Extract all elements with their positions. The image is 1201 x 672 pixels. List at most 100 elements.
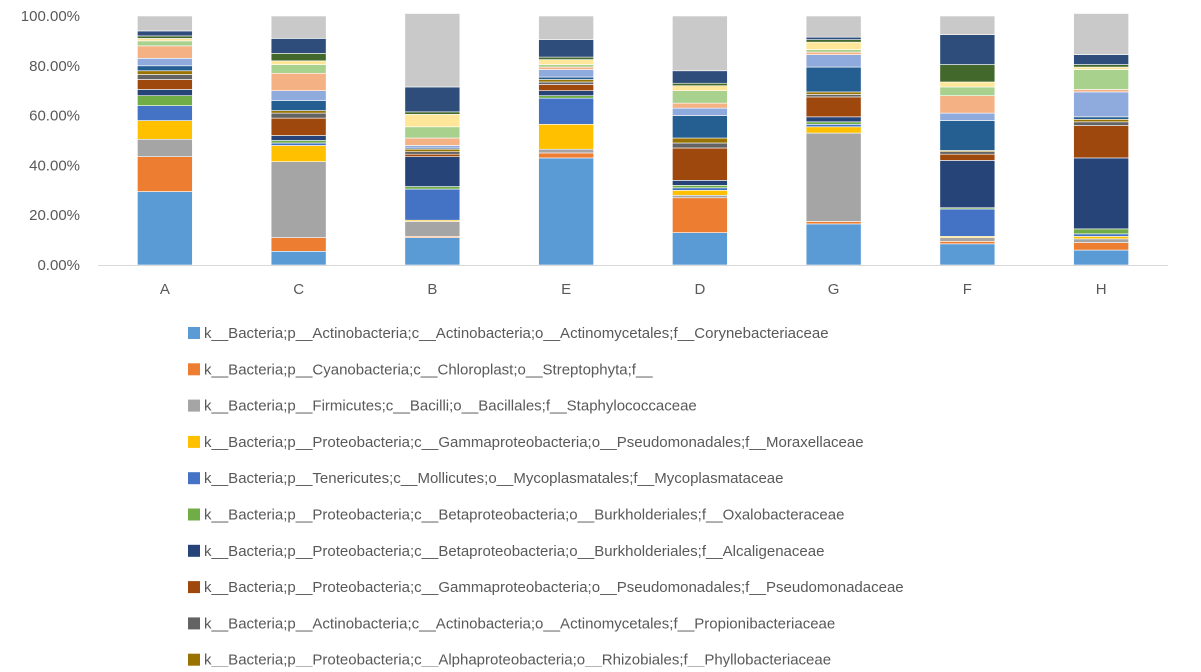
bar-segment <box>672 137 728 144</box>
legend-item: k__Bacteria;p__Tenericutes;c__Mollicutes… <box>188 470 783 487</box>
bar-stack-C <box>270 15 327 266</box>
bar-segment <box>404 221 461 237</box>
legend-item: k__Bacteria;p__Cyanobacteria;c__Chloropl… <box>188 361 653 378</box>
bar-segment <box>805 36 862 40</box>
y-tick-label: 100.00% <box>21 8 80 25</box>
bar-segment <box>404 137 461 146</box>
bar-segment <box>939 241 996 245</box>
bar-segment <box>538 84 594 91</box>
bar-segment <box>805 94 862 98</box>
legend-item: k__Bacteria;p__Actinobacteria;c__Actinob… <box>188 615 835 632</box>
bar-segment <box>538 95 594 99</box>
bar-segment <box>270 100 327 111</box>
y-tick-label: 20.00% <box>29 207 80 224</box>
bar-stack-B <box>404 13 461 266</box>
bar-segment <box>672 194 728 199</box>
legend-label: k__Bacteria;p__Tenericutes;c__Mollicutes… <box>204 470 783 487</box>
legend-item: k__Bacteria;p__Proteobacteria;c__Gammapr… <box>188 579 904 596</box>
bar-segment <box>270 64 327 74</box>
bar-segment <box>404 151 461 155</box>
bar-segment <box>538 152 594 159</box>
bar-segment <box>805 54 862 68</box>
bar-segment <box>137 15 193 32</box>
y-tick-label: 60.00% <box>29 108 80 125</box>
bar-segment <box>538 79 594 83</box>
bar-segment <box>270 135 327 141</box>
bar-segment <box>805 124 862 128</box>
bar-segment <box>672 102 728 109</box>
x-tick-label: C <box>293 281 304 298</box>
bar-segment <box>805 96 862 118</box>
bar-segment <box>137 35 193 39</box>
bar-segment <box>805 221 862 225</box>
bar-segment <box>1073 228 1129 235</box>
bar-segment <box>137 30 193 37</box>
bar-segment <box>404 126 461 139</box>
bar-segment <box>939 34 996 65</box>
bar-segment <box>672 15 728 72</box>
bar-segment <box>672 190 728 196</box>
bar-segment <box>538 59 594 65</box>
bar-segment <box>939 120 996 151</box>
legend-label: k__Bacteria;p__Proteobacteria;c__Alphapr… <box>204 652 831 667</box>
y-axis: 0.00% 20.00% 40.00% 60.00% 80.00% 100.00% <box>21 8 80 274</box>
bar-segment <box>538 39 594 58</box>
bar-segment <box>1073 13 1129 55</box>
bar-segment <box>805 49 862 53</box>
x-tick-label: H <box>1096 281 1107 298</box>
bar-segment <box>137 74 193 80</box>
bar-stack-D <box>672 15 728 266</box>
legend-label: k__Bacteria;p__Proteobacteria;c__Gammapr… <box>204 579 904 596</box>
bar-stack-E <box>538 15 594 266</box>
bar-segment <box>939 112 996 121</box>
legend-swatch <box>188 363 200 376</box>
bar-segment <box>404 145 461 149</box>
bar-segment <box>1073 249 1129 266</box>
bar-segment <box>404 237 461 266</box>
x-tick-label: A <box>160 281 170 298</box>
bar-segment <box>672 180 728 186</box>
bar-segment <box>805 41 862 50</box>
bar-segment <box>805 126 862 134</box>
bar-segment <box>1073 64 1129 68</box>
x-tick-label: F <box>963 281 972 298</box>
legend-swatch <box>188 472 200 485</box>
bar-segment <box>137 105 193 121</box>
bar-stack-A <box>137 15 193 266</box>
bar-segment <box>1073 242 1129 251</box>
bar-segment <box>672 70 728 84</box>
bar-segment <box>672 185 728 189</box>
bar-segment <box>538 81 594 85</box>
bar-segment <box>270 145 327 162</box>
legend-swatch <box>188 581 200 594</box>
bar-segment <box>404 148 461 153</box>
bar-segment <box>939 95 996 114</box>
bar-segment <box>404 156 461 187</box>
bar-segment <box>270 251 327 266</box>
bar-segment <box>1073 91 1129 118</box>
bar-segment <box>538 56 594 60</box>
bar-segment <box>939 208 996 237</box>
bar-segment <box>270 161 327 238</box>
bar-segment <box>538 157 594 266</box>
bar-segment <box>404 13 461 88</box>
bar-segment <box>538 90 594 96</box>
bar-segment <box>137 79 193 90</box>
bar-segment <box>538 97 594 125</box>
bar-segment <box>672 187 728 191</box>
legend-swatch <box>188 327 200 339</box>
bar-segment <box>805 223 862 266</box>
bar-segment <box>270 110 327 114</box>
bar-stack-H <box>1073 13 1129 266</box>
legend-item: k__Bacteria;p__Actinobacteria;c__Actinob… <box>188 325 829 342</box>
bar-segment <box>137 40 193 47</box>
bar-segment <box>404 114 461 128</box>
bar-segment <box>805 121 862 125</box>
y-tick-label: 0.00% <box>37 257 80 274</box>
bar-segment <box>672 142 728 149</box>
bar-segment <box>137 58 193 67</box>
bar-segment <box>939 243 996 266</box>
x-tick-label: E <box>561 281 571 298</box>
bar-segment <box>538 69 594 78</box>
bar-segment <box>538 66 594 70</box>
